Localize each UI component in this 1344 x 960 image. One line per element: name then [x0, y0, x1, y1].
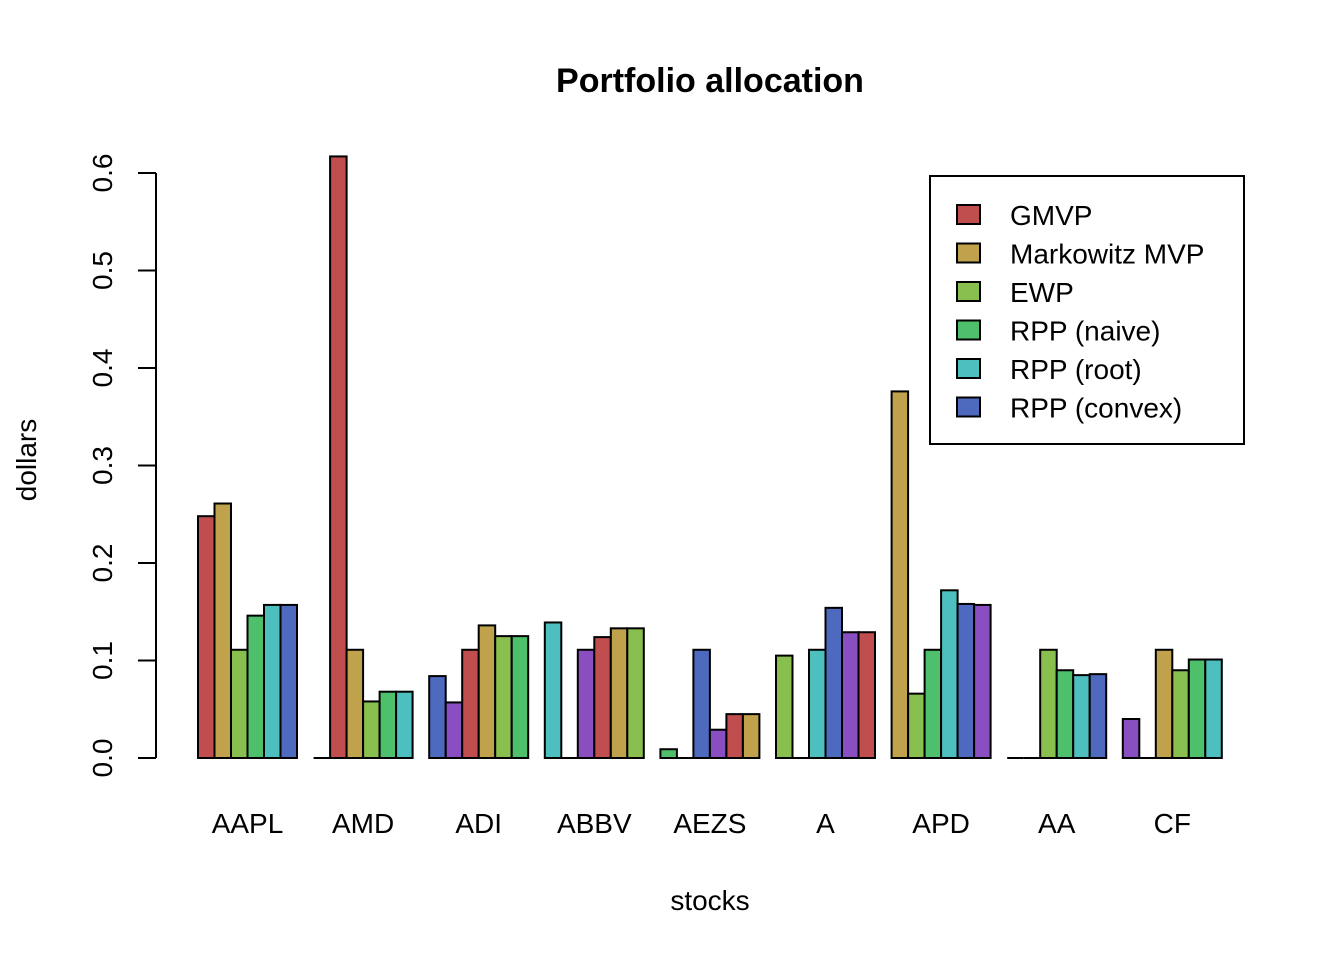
- x-tick-labels: AAPL AMD ADI ABBV AEZS A APD AA CF: [212, 808, 1191, 839]
- y-tick-label: 0.0: [87, 739, 118, 778]
- legend-label: RPP (root): [1010, 354, 1142, 385]
- bar: [940, 589, 959, 759]
- bar: [1055, 669, 1075, 759]
- bar: [477, 624, 497, 760]
- legend-label: RPP (convex): [1010, 393, 1182, 424]
- legend-label: EWP: [1010, 277, 1074, 308]
- bar: [1154, 648, 1174, 760]
- bar: [626, 627, 645, 760]
- legend-label: Markowitz MVP: [1010, 239, 1204, 270]
- x-tick-label: AMD: [332, 808, 394, 839]
- bar: [494, 635, 513, 759]
- bar: [279, 603, 298, 759]
- bar: [973, 603, 992, 759]
- bar: [263, 603, 282, 759]
- bar: [708, 728, 728, 759]
- bar: [461, 648, 480, 760]
- bar: [378, 690, 398, 760]
- bar: [1039, 648, 1058, 760]
- bar: [659, 748, 678, 759]
- bar: [956, 602, 976, 760]
- bar: [808, 648, 827, 760]
- y-axis: 0.0 0.1 0.2 0.3 0.4 0.5 0.6: [87, 154, 157, 778]
- x-tick-label: AEZS: [673, 808, 746, 839]
- bar: [428, 675, 447, 759]
- bar: [725, 713, 744, 759]
- x-axis-label: stocks: [670, 885, 749, 916]
- x-tick-label: AAPL: [212, 808, 284, 839]
- bar: [593, 636, 612, 759]
- x-tick-label: ABBV: [557, 808, 632, 839]
- x-tick-label: CF: [1154, 808, 1191, 839]
- bar: [1171, 669, 1190, 759]
- bar: [741, 713, 761, 759]
- bar: [543, 621, 563, 759]
- legend-swatch: [956, 396, 981, 418]
- bar: [1072, 674, 1091, 759]
- legend-label: GMVP: [1010, 200, 1092, 231]
- bar: [230, 648, 249, 760]
- bar: [1088, 673, 1108, 760]
- bar: [213, 502, 232, 759]
- legend-swatch: [956, 319, 981, 341]
- legend: GMVP Markowitz MVP EWP RPP (naive) RPP (root…: [929, 175, 1245, 445]
- legend-box: [929, 175, 1245, 445]
- bar: [576, 648, 596, 760]
- bar: [329, 155, 348, 760]
- bar: [1121, 718, 1141, 759]
- bar: [362, 700, 381, 760]
- chart-title: Portfolio allocation: [556, 62, 864, 100]
- bar: [692, 648, 711, 760]
- legend-label: RPP (naive): [1010, 316, 1160, 347]
- legend-swatch: [956, 242, 981, 264]
- bar: [824, 606, 843, 759]
- x-tick-label: APD: [912, 808, 970, 839]
- y-tick-label: 0.1: [87, 641, 118, 680]
- legend-swatch: [956, 281, 981, 302]
- bar: [1187, 658, 1207, 760]
- bar: [890, 390, 910, 759]
- bar: [609, 627, 629, 760]
- x-tick-label: AA: [1038, 808, 1076, 839]
- bar: [197, 515, 216, 760]
- bar: [841, 631, 860, 759]
- y-tick-label: 0.6: [87, 154, 118, 193]
- bar: [444, 701, 464, 759]
- bar: [395, 690, 414, 760]
- x-tick-label: A: [816, 808, 835, 839]
- bar: [345, 648, 365, 760]
- y-tick-label: 0.5: [87, 251, 118, 290]
- bar: [510, 635, 530, 759]
- x-tick-label: ADI: [455, 808, 502, 839]
- y-tick-label: 0.4: [87, 349, 118, 388]
- bar: [246, 614, 265, 760]
- bar: [923, 648, 943, 760]
- legend-swatch: [956, 358, 981, 379]
- y-tick-label: 0.3: [87, 446, 118, 485]
- bar: [857, 631, 876, 759]
- legend-swatch: [956, 204, 981, 225]
- bar: [907, 692, 926, 760]
- y-tick-label: 0.2: [87, 544, 118, 583]
- bar: [1204, 658, 1223, 760]
- bar: [775, 654, 794, 759]
- bars: [197, 155, 1223, 760]
- y-axis-label: dollars: [11, 419, 42, 501]
